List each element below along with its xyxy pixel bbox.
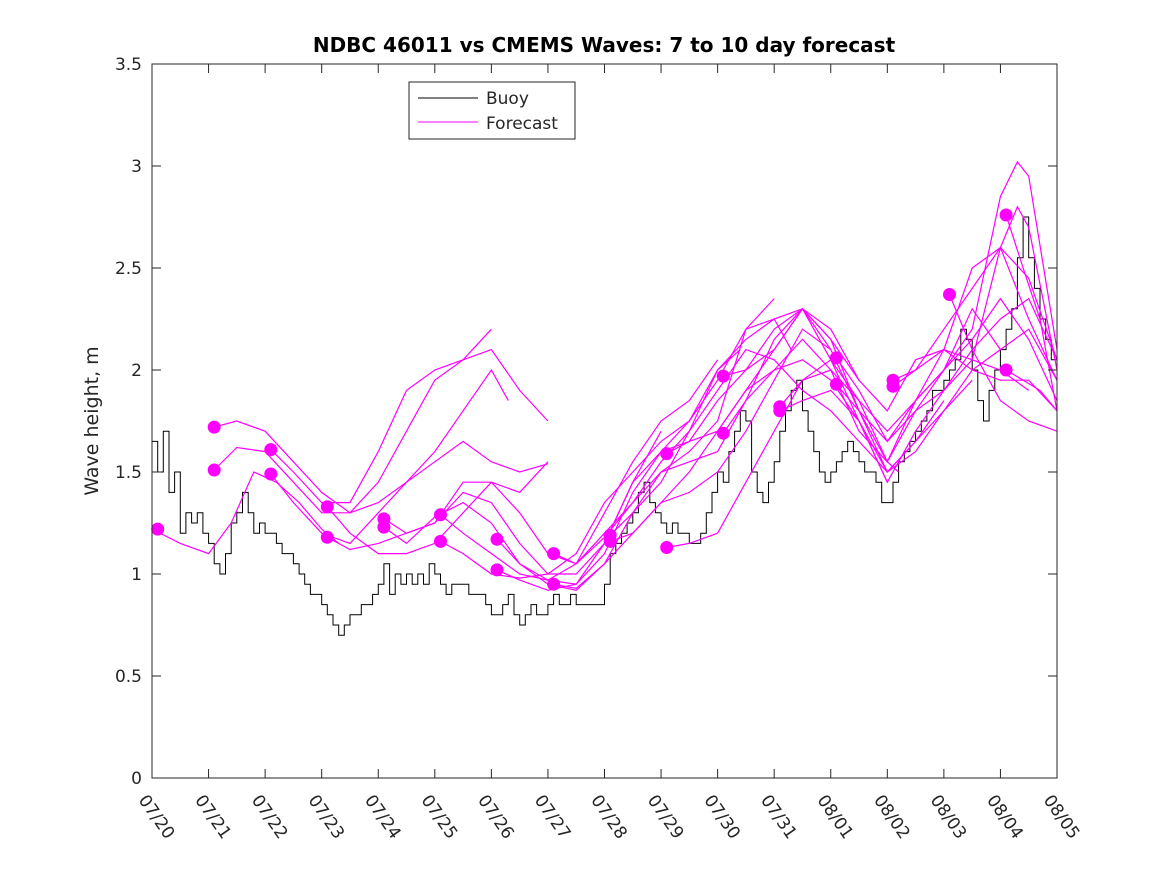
- forecast-series-line: [270, 440, 549, 545]
- forecast-marker: [547, 547, 561, 561]
- forecast-marker: [434, 534, 447, 548]
- forecast-marker: [999, 208, 1013, 222]
- y-axis-label: Wave height, m: [81, 346, 103, 495]
- forecast-series-line: [835, 297, 1058, 443]
- buoy-series-line: [152, 216, 1058, 636]
- forecast-marker: [660, 541, 674, 554]
- y-tick-label: 3.5: [115, 55, 142, 75]
- forecast-series-line: [892, 348, 1058, 412]
- y-tick-label: 0: [131, 769, 142, 789]
- forecast-series-line: [948, 294, 1058, 432]
- forecast-series-line: [1005, 214, 1058, 411]
- legend-forecast-label: Forecast: [486, 114, 558, 134]
- forecast-marker: [434, 508, 447, 522]
- y-tick-label: 1: [131, 565, 142, 585]
- forecast-series-line: [214, 368, 509, 514]
- forecast-series-line: [835, 328, 1058, 474]
- forecast-marker: [716, 426, 730, 440]
- forecast-marker: [943, 288, 956, 301]
- forecast-marker: [320, 500, 334, 514]
- forecast-series-line: [1005, 369, 1058, 412]
- forecast-marker: [829, 351, 843, 365]
- forecast-marker: [151, 522, 165, 536]
- forecast-marker: [490, 532, 504, 546]
- forecast-marker: [716, 369, 730, 383]
- legend: Buoy Forecast: [408, 81, 576, 140]
- forecast-series-line: [779, 205, 1058, 484]
- forecast-series-line: [270, 348, 549, 504]
- chart-title: NDBC 46011 vs CMEMS Waves: 7 to 10 day f…: [313, 33, 896, 57]
- forecast-marker: [999, 363, 1013, 377]
- legend-buoy-label: Buoy: [486, 89, 529, 109]
- forecast-marker: [773, 404, 787, 418]
- forecast-marker-layer: [151, 208, 1013, 591]
- forecast-series-line: [609, 359, 973, 542]
- forecast-marker: [207, 420, 221, 434]
- forecast-series-line: [779, 160, 1058, 464]
- forecast-series-line: [213, 328, 492, 514]
- y-tick-label: 1.5: [115, 463, 142, 483]
- legend-box: [408, 81, 576, 140]
- forecast-marker: [603, 534, 617, 548]
- forecast-series-line: [151, 471, 340, 555]
- y-tick-label: 0.5: [115, 667, 142, 687]
- forecast-series-line: [666, 348, 1030, 549]
- forecast-marker: [320, 530, 334, 544]
- forecast-marker: [377, 520, 391, 534]
- forecast-marker: [829, 377, 843, 391]
- y-tick-label: 3: [131, 157, 142, 177]
- forecast-marker: [660, 447, 674, 461]
- forecast-marker: [264, 443, 278, 457]
- buoy-series-layer: [152, 216, 1058, 636]
- forecast-marker: [886, 379, 900, 393]
- y-tick-label: 2: [131, 361, 142, 381]
- forecast-marker: [547, 577, 561, 591]
- forecast-marker: [264, 467, 278, 481]
- y-tick-label: 2.5: [115, 259, 142, 279]
- forecast-marker: [490, 563, 504, 577]
- forecast-series-line: [553, 328, 900, 589]
- forecast-marker: [207, 463, 221, 477]
